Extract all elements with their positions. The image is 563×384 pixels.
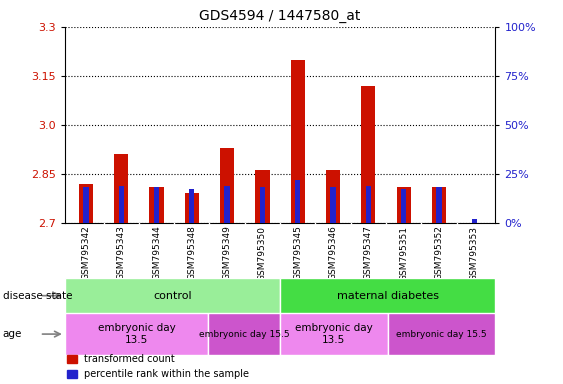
Title: GDS4594 / 1447580_at: GDS4594 / 1447580_at [199, 9, 361, 23]
Bar [79, 184, 93, 223]
Bar [472, 219, 477, 223]
Bar [119, 185, 124, 223]
Bar [401, 189, 406, 223]
Text: GSM795353: GSM795353 [470, 225, 479, 281]
Legend: transformed count, percentile rank within the sample: transformed count, percentile rank withi… [67, 354, 249, 379]
Text: GSM795347: GSM795347 [364, 225, 373, 280]
Text: GSM795352: GSM795352 [435, 225, 444, 280]
Bar [388, 313, 495, 355]
Text: disease state: disease state [3, 291, 72, 301]
Bar [83, 187, 88, 223]
Bar [326, 170, 340, 223]
Text: GSM795348: GSM795348 [187, 225, 196, 280]
Bar [436, 187, 441, 223]
Bar [280, 313, 388, 355]
Text: embryonic day 15.5: embryonic day 15.5 [199, 329, 289, 339]
Bar [396, 187, 411, 223]
Bar [185, 193, 199, 223]
Text: embryonic day
13.5: embryonic day 13.5 [295, 323, 373, 345]
Text: GSM795350: GSM795350 [258, 225, 267, 281]
Text: embryonic day 15.5: embryonic day 15.5 [396, 329, 487, 339]
Bar [280, 278, 495, 313]
Bar [432, 187, 446, 223]
Bar [154, 187, 159, 223]
Text: age: age [3, 329, 22, 339]
Bar [330, 187, 336, 223]
Bar [366, 185, 371, 223]
Bar [220, 147, 234, 223]
Text: GSM795342: GSM795342 [82, 225, 91, 280]
Bar [114, 154, 128, 223]
Text: GSM795346: GSM795346 [329, 225, 338, 280]
Text: GSM795349: GSM795349 [222, 225, 231, 280]
Text: control: control [153, 291, 192, 301]
Text: GSM795345: GSM795345 [293, 225, 302, 280]
Bar [256, 170, 270, 223]
Bar [65, 278, 280, 313]
Bar [208, 313, 280, 355]
Text: GSM795343: GSM795343 [117, 225, 126, 280]
Bar [295, 180, 301, 223]
Bar [189, 189, 194, 223]
Bar [65, 313, 208, 355]
Text: GSM795344: GSM795344 [152, 225, 161, 280]
Bar [260, 187, 265, 223]
Text: maternal diabetes: maternal diabetes [337, 291, 439, 301]
Bar [361, 86, 376, 223]
Bar [149, 187, 164, 223]
Text: embryonic day
13.5: embryonic day 13.5 [97, 323, 176, 345]
Bar [225, 185, 230, 223]
Bar [291, 60, 305, 223]
Text: GSM795351: GSM795351 [399, 225, 408, 281]
